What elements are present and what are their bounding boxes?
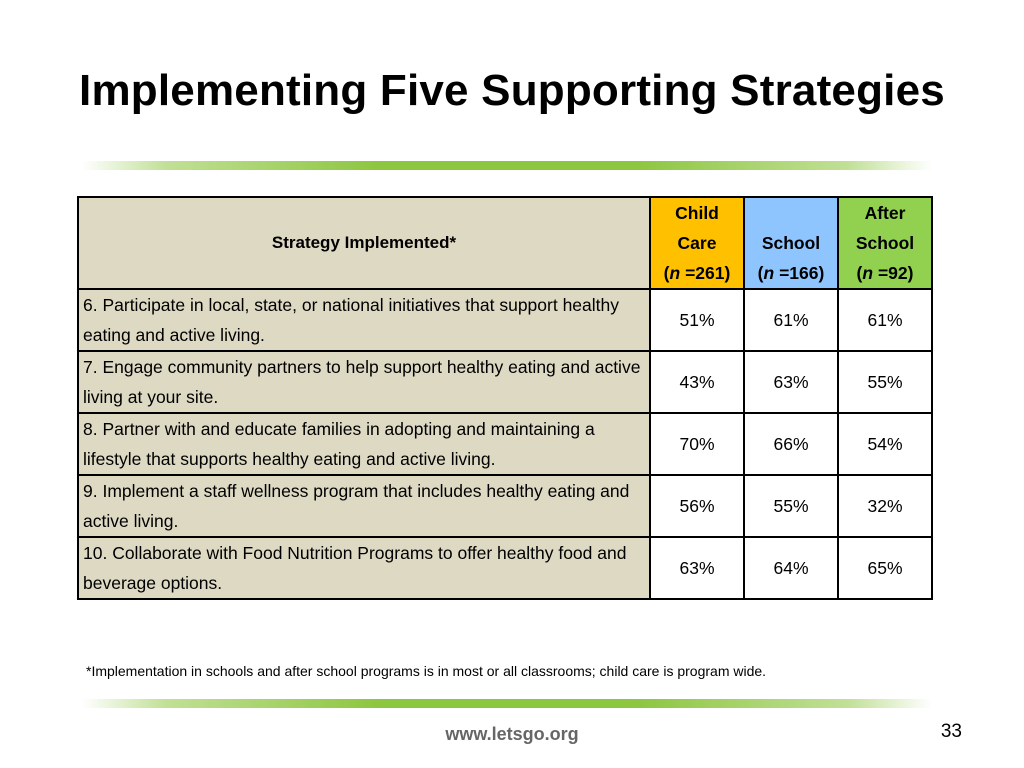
child-care-value: 63% (649, 536, 745, 600)
table-row: 7. Engage community partners to help sup… (77, 350, 933, 414)
n-symbol: n (669, 263, 681, 283)
after-school-value: 61% (837, 288, 933, 352)
child-care-value: 56% (649, 474, 745, 538)
child-care-value: 51% (649, 288, 745, 352)
website-link[interactable]: www.letsgo.org (445, 724, 579, 744)
header-line: School (855, 233, 915, 253)
sample-size-label: (n =261) (663, 263, 731, 283)
sample-size-label: (n =92) (856, 263, 914, 283)
slide-title: Implementing Five Supporting Strategies (79, 66, 945, 115)
n-symbol: n (862, 263, 874, 283)
after-school-value: 54% (837, 412, 933, 476)
header-line: School (761, 233, 821, 253)
n-value: =92) (873, 263, 914, 283)
after-school-value: 32% (837, 474, 933, 538)
strategy-cell: 9. Implement a staff wellness program th… (77, 474, 651, 538)
header-line: Child (675, 203, 719, 223)
school-value: 66% (743, 412, 839, 476)
sample-size-label: (n =166) (757, 263, 825, 283)
n-value: =166) (774, 263, 825, 283)
strategy-column-header: Strategy Implemented* (77, 196, 651, 290)
n-value: =261) (680, 263, 731, 283)
after-school-column-header: After School (n =92) (837, 196, 933, 290)
bottom-divider-bar (82, 699, 932, 708)
child-care-column-header: Child Care (n =261) (649, 196, 745, 290)
after-school-value: 65% (837, 536, 933, 600)
school-value: 64% (743, 536, 839, 600)
header-line: After (864, 203, 906, 223)
table-row: 10. Collaborate with Food Nutrition Prog… (77, 536, 933, 600)
strategy-table: Strategy Implemented* Child Care (n =261… (77, 196, 933, 600)
after-school-value: 55% (837, 350, 933, 414)
school-value: 63% (743, 350, 839, 414)
page-number: 33 (940, 721, 962, 742)
top-divider-bar (82, 161, 932, 170)
child-care-value: 43% (649, 350, 745, 414)
strategy-cell: 10. Collaborate with Food Nutrition Prog… (77, 536, 651, 600)
school-column-header: School (n =166) (743, 196, 839, 290)
n-symbol: n (763, 263, 775, 283)
school-value: 55% (743, 474, 839, 538)
footnote: *Implementation in schools and after sch… (86, 663, 767, 679)
table-row: 6. Participate in local, state, or natio… (77, 288, 933, 352)
header-line (745, 198, 837, 228)
table-header-row: Strategy Implemented* Child Care (n =261… (77, 196, 933, 290)
school-value: 61% (743, 288, 839, 352)
child-care-value: 70% (649, 412, 745, 476)
header-line: Care (677, 233, 717, 253)
table-row: 9. Implement a staff wellness program th… (77, 474, 933, 538)
strategy-cell: 6. Participate in local, state, or natio… (77, 288, 651, 352)
table-row: 8. Partner with and educate families in … (77, 412, 933, 476)
strategy-cell: 8. Partner with and educate families in … (77, 412, 651, 476)
strategy-cell: 7. Engage community partners to help sup… (77, 350, 651, 414)
